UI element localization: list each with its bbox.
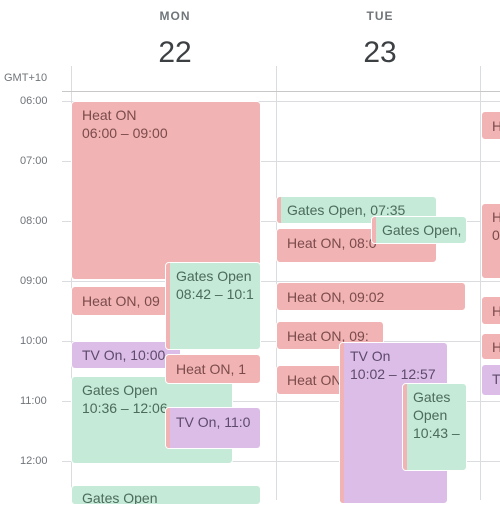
- time-label: 08:00: [20, 215, 48, 227]
- event-title: Gates Open: [82, 382, 158, 398]
- event-heat-on[interactable]: Heat ON, 09:02: [276, 282, 466, 311]
- event-heat-on[interactable]: H: [481, 111, 500, 140]
- event-time: 06:00 – 09:00: [82, 125, 168, 141]
- event-time: 09: [144, 293, 160, 309]
- event-title: Heat ON,: [82, 293, 141, 309]
- day-number-mon[interactable]: 22: [158, 36, 192, 69]
- event-time: 09:02: [349, 289, 385, 305]
- event-title: Heat ON: [287, 372, 342, 388]
- event-time: 10:02 – 12:57: [350, 366, 436, 382]
- event-time: 1: [238, 361, 247, 377]
- event-tv-on[interactable]: TV On, 10:00: [71, 341, 181, 369]
- event-heat-on[interactable]: Heat ON, 1: [165, 354, 261, 384]
- event-title: Heat ON,: [176, 361, 235, 377]
- event-title: Gates Open: [413, 389, 451, 423]
- hour-line: [62, 401, 500, 402]
- event-title: Gates Open: [82, 490, 158, 505]
- event-title: H: [492, 339, 500, 355]
- day-name-tue: TUE: [366, 9, 394, 23]
- timezone-label: GMT+10: [4, 72, 48, 84]
- event-title: TV On: [350, 348, 391, 364]
- event-heat-on[interactable]: Heat ON 06:00 – 09:00: [71, 101, 261, 280]
- time-label: 09:00: [20, 275, 48, 287]
- time-label: 07:00: [20, 155, 48, 167]
- time-label: 12:00: [20, 455, 48, 467]
- header-divider: [62, 91, 500, 92]
- event-gates-open[interactable]: Gates Open 10:43 –: [402, 383, 467, 471]
- event-tv-on[interactable]: T: [481, 364, 500, 396]
- event-gates-open[interactable]: Gates Open, 07:35: [276, 196, 437, 224]
- hour-line: [62, 161, 500, 162]
- hour-line: [62, 281, 500, 282]
- event-title: H: [492, 303, 500, 319]
- event-gates-open[interactable]: Gates Open,: [371, 216, 467, 244]
- event-title: Gates Open,: [382, 222, 462, 238]
- day-number-tue[interactable]: 23: [363, 36, 397, 69]
- event-title: Heat ON,: [287, 289, 346, 305]
- day-name-mon: MON: [159, 9, 191, 23]
- event-title: Heat ON,: [287, 235, 346, 251]
- event-time: 07:35: [370, 202, 406, 218]
- event-title: Heat ON: [82, 107, 137, 123]
- event-title: H: [492, 118, 500, 134]
- event-time: 10:00: [130, 347, 166, 363]
- event-gates-open[interactable]: Gates Open: [71, 485, 261, 505]
- event-tv-on[interactable]: TV On, 11:0: [165, 407, 261, 449]
- event-time: 0: [492, 227, 500, 243]
- event-title: TV On,: [176, 414, 221, 430]
- event-title: Heat ON,: [287, 328, 346, 344]
- time-label: 06:00: [20, 95, 48, 107]
- event-time: 10:36 – 12:06: [82, 400, 168, 416]
- event-heat-on[interactable]: Heat ON, 09: [71, 286, 181, 316]
- event-title: T: [492, 371, 500, 387]
- event-gates-open[interactable]: Gates Open 08:42 – 10:1: [165, 262, 261, 350]
- event-title: H: [492, 208, 500, 226]
- event-time: 08:0: [349, 235, 377, 251]
- hour-line: [62, 461, 500, 462]
- grid-line-vertical: [480, 66, 481, 500]
- event-time: 09:: [349, 328, 369, 344]
- event-title: Gates Open,: [287, 202, 367, 218]
- event-time: 08:42 – 10:1: [176, 286, 254, 302]
- event-title: Gates Open: [176, 268, 252, 284]
- time-label: 10:00: [20, 335, 48, 347]
- event-heat-on[interactable]: H: [481, 296, 500, 325]
- event-time: 11:0: [224, 414, 251, 430]
- event-time: 10:43 –: [413, 425, 460, 441]
- event-heat-on[interactable]: H 0: [481, 203, 500, 279]
- event-heat-on[interactable]: H: [481, 333, 500, 360]
- grid-line-vertical: [71, 66, 72, 500]
- hour-line: [62, 101, 500, 102]
- time-label: 11:00: [20, 395, 47, 407]
- event-heat-on[interactable]: Heat ON: [276, 365, 346, 395]
- event-title: TV On,: [82, 347, 127, 363]
